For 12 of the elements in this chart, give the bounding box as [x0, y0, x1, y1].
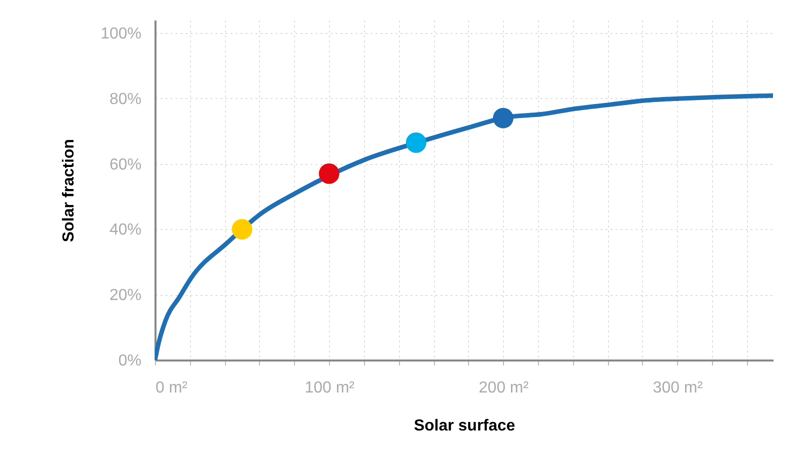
x-tick-label: 200 m²	[478, 380, 530, 396]
y-tick-label: 40%	[109, 222, 142, 239]
x-tick-label: 0 m²	[156, 380, 188, 396]
y-tick-label: 0%	[118, 352, 142, 370]
y-tick-label: 20%	[109, 287, 142, 304]
x-axis-title: Solar surface	[414, 418, 516, 434]
y-tick-label: 100%	[100, 26, 142, 43]
y-tick-label: 80%	[109, 90, 142, 108]
x-tick-label: 300 m²	[652, 380, 704, 396]
y-tick-label: 60%	[109, 156, 142, 174]
x-tick-label: 100 m²	[304, 380, 356, 396]
y-axis-title: Solar fraction	[60, 138, 78, 242]
